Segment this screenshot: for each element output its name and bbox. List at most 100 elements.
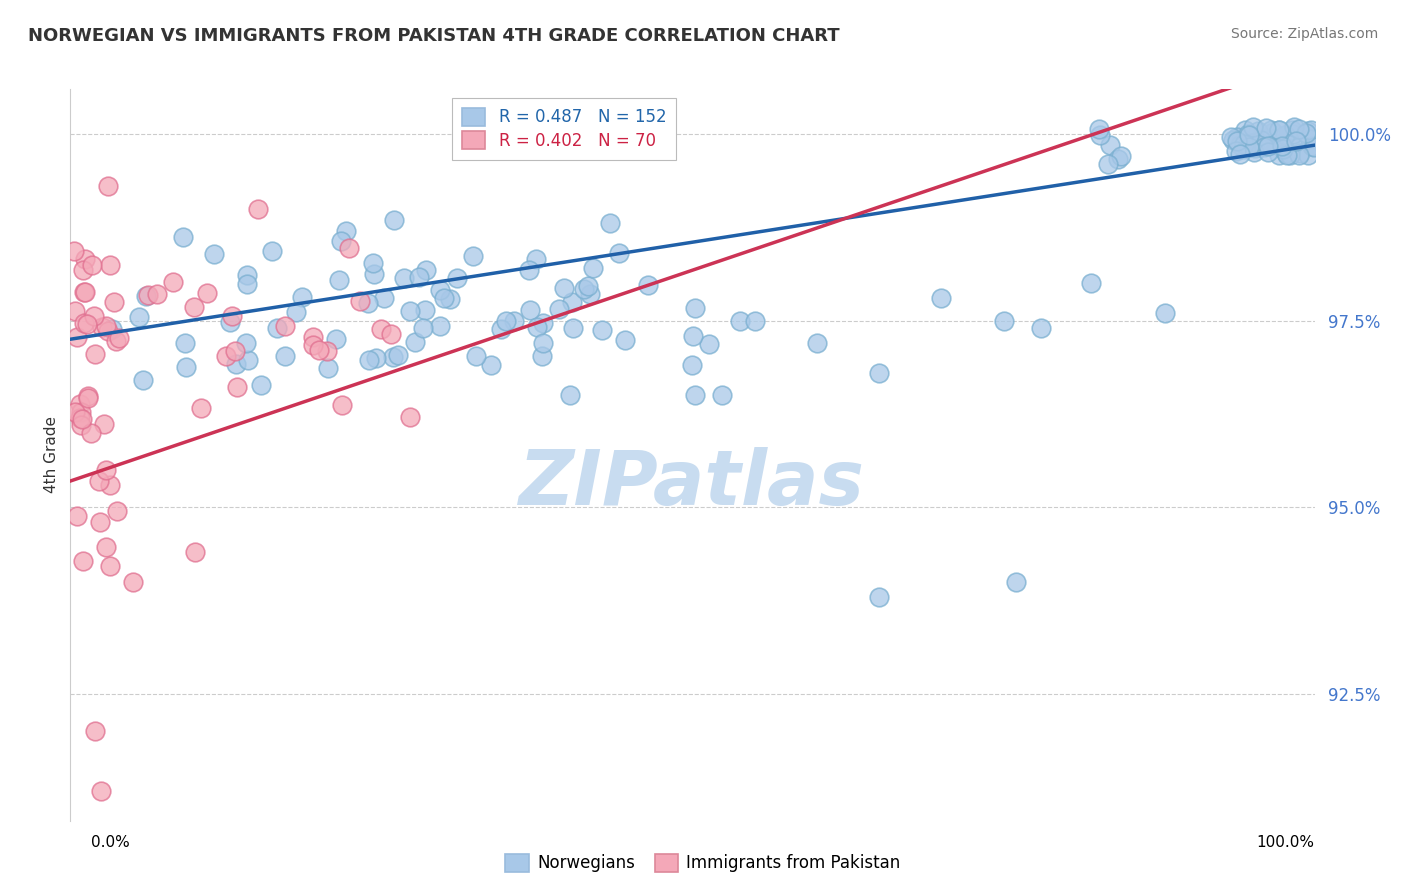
Point — [75, 252, 97, 266]
Point — [607, 246, 630, 260]
Point — [107, 331, 129, 345]
Point — [97, 324, 120, 338]
Point — [495, 313, 517, 327]
Point — [1263, 132, 1285, 146]
Point — [728, 314, 751, 328]
Point — [63, 405, 86, 419]
Point — [519, 303, 541, 318]
Point — [561, 295, 583, 310]
Point — [174, 360, 197, 375]
Point — [572, 282, 595, 296]
Point — [162, 275, 184, 289]
Point — [579, 287, 602, 301]
Point — [1257, 139, 1279, 153]
Point — [63, 244, 86, 258]
Point — [1268, 123, 1291, 137]
Text: Source: ZipAtlas.com: Source: ZipAtlas.com — [1230, 27, 1378, 41]
Point — [94, 541, 117, 555]
Point — [172, 230, 194, 244]
Point — [146, 286, 169, 301]
Point — [1302, 139, 1324, 153]
Point — [429, 283, 451, 297]
Point — [1288, 146, 1310, 161]
Point — [221, 309, 243, 323]
Point — [1271, 138, 1294, 153]
Point — [1281, 134, 1303, 148]
Point — [806, 335, 828, 350]
Point — [1260, 122, 1282, 136]
Point — [316, 360, 339, 375]
Point — [439, 293, 461, 307]
Point — [1237, 128, 1260, 142]
Point — [531, 335, 554, 350]
Point — [413, 303, 436, 318]
Point — [72, 554, 94, 568]
Point — [548, 302, 571, 317]
Point — [1247, 124, 1270, 138]
Point — [1253, 139, 1275, 153]
Point — [1090, 128, 1112, 143]
Point — [226, 379, 249, 393]
Point — [77, 391, 100, 405]
Point — [1296, 124, 1319, 138]
Point — [330, 398, 353, 412]
Point — [392, 271, 415, 285]
Text: 0.0%: 0.0% — [91, 836, 131, 850]
Point — [80, 425, 103, 440]
Point — [274, 319, 297, 334]
Point — [100, 258, 122, 272]
Point — [399, 409, 422, 424]
Point — [219, 315, 242, 329]
Point — [1272, 139, 1295, 153]
Point — [1005, 574, 1028, 589]
Point — [93, 417, 115, 432]
Legend: R = 0.487   N = 152, R = 0.402   N = 70: R = 0.487 N = 152, R = 0.402 N = 70 — [451, 97, 676, 160]
Point — [1288, 147, 1310, 161]
Point — [1099, 137, 1122, 152]
Point — [479, 358, 502, 372]
Point — [197, 286, 219, 301]
Point — [1233, 142, 1256, 156]
Point — [291, 290, 314, 304]
Point — [370, 322, 392, 336]
Point — [526, 320, 548, 334]
Point — [89, 515, 111, 529]
Point — [1288, 121, 1310, 136]
Point — [591, 323, 613, 337]
Point — [316, 344, 339, 359]
Point — [489, 322, 512, 336]
Point — [683, 388, 706, 402]
Point — [433, 291, 456, 305]
Point — [697, 337, 720, 351]
Point — [1261, 125, 1284, 139]
Point — [98, 478, 121, 492]
Point — [1281, 122, 1303, 136]
Point — [408, 270, 430, 285]
Point — [429, 319, 451, 334]
Text: NORWEGIAN VS IMMIGRANTS FROM PAKISTAN 4TH GRADE CORRELATION CHART: NORWEGIAN VS IMMIGRANTS FROM PAKISTAN 4T… — [28, 27, 839, 45]
Point — [75, 285, 97, 299]
Point — [1249, 136, 1271, 151]
Point — [993, 313, 1015, 327]
Point — [1029, 321, 1052, 335]
Point — [236, 353, 259, 368]
Point — [465, 349, 488, 363]
Point — [517, 263, 540, 277]
Point — [134, 289, 156, 303]
Point — [1225, 145, 1247, 159]
Point — [190, 401, 212, 415]
Point — [104, 334, 127, 348]
Point — [599, 216, 621, 230]
Point — [90, 784, 112, 798]
Point — [1271, 142, 1294, 156]
Point — [1268, 139, 1291, 153]
Point — [1222, 133, 1244, 147]
Point — [1268, 148, 1291, 162]
Point — [1249, 140, 1271, 154]
Point — [1299, 131, 1322, 145]
Point — [1285, 134, 1308, 148]
Point — [1236, 127, 1258, 141]
Point — [637, 278, 659, 293]
Point — [246, 202, 269, 216]
Point — [387, 348, 409, 362]
